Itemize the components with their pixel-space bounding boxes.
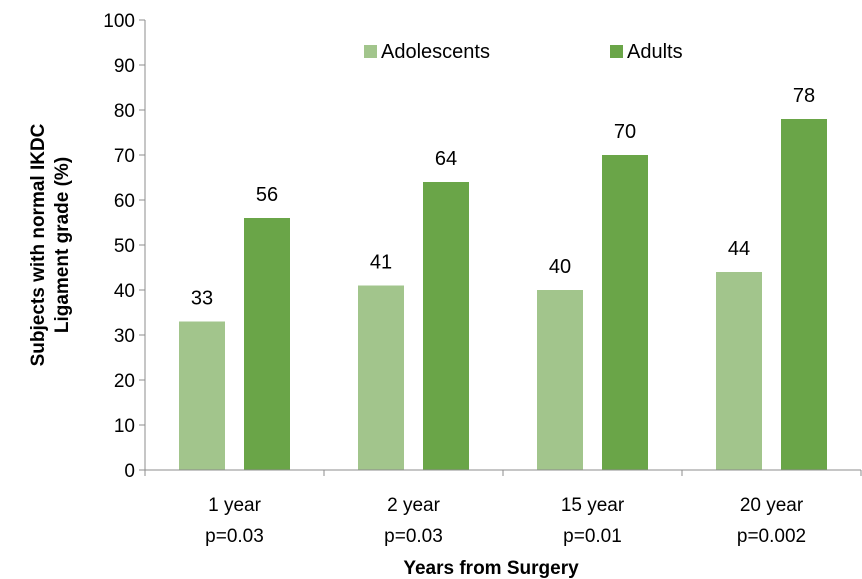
- bar-adults: [423, 182, 469, 470]
- data-label: 33: [191, 288, 213, 310]
- legend-swatch-adolescents: [364, 45, 377, 58]
- x-tick-label: 20 year: [740, 495, 804, 516]
- x-tick-label: 2 year: [387, 495, 440, 516]
- data-label: 64: [435, 148, 457, 170]
- legend: Adolescents Adults: [364, 41, 683, 63]
- x-axis-title: Years from Surgery: [403, 558, 579, 579]
- legend-label: Adolescents: [381, 41, 490, 63]
- x-tick-sublabel: p=0.01: [563, 526, 622, 547]
- x-tick-sublabel: p=0.002: [737, 526, 806, 547]
- y-tick-label: 70: [114, 146, 135, 167]
- legend-swatch-adults: [610, 45, 623, 58]
- bar-adults: [602, 155, 648, 470]
- y-tick-label: 20: [114, 371, 135, 392]
- y-tick-label: 60: [114, 191, 135, 212]
- y-tick-label: 80: [114, 101, 135, 122]
- y-tick-label: 10: [114, 416, 135, 437]
- y-tick-label: 100: [103, 11, 135, 32]
- y-tick-label: 90: [114, 56, 135, 77]
- bar-adults: [781, 119, 827, 470]
- y-tick-label: 30: [114, 326, 135, 347]
- y-axis-title-line-2: Ligament grade (%): [52, 157, 73, 333]
- x-tick-sublabel: p=0.03: [205, 526, 264, 547]
- data-label: 70: [614, 121, 636, 143]
- axes: [144, 20, 861, 471]
- data-label: 78: [793, 85, 815, 107]
- y-tick-label: 40: [114, 281, 135, 302]
- data-label: 56: [256, 184, 278, 206]
- data-label: 40: [549, 256, 571, 278]
- y-axis-title-line-1: Subjects with normal IKDC: [28, 123, 49, 366]
- y-axis-ticks: 0 10 20 30 40 50 60 70 80 90 100: [103, 11, 145, 482]
- data-label: 44: [728, 238, 750, 260]
- bar-adults: [244, 218, 290, 470]
- data-label: 41: [370, 252, 392, 274]
- y-tick-label: 50: [114, 236, 135, 257]
- legend-label: Adults: [627, 41, 683, 63]
- bar-adolescents: [716, 272, 762, 470]
- x-tick-sublabel: p=0.03: [384, 526, 443, 547]
- y-axis-title: Subjects with normal IKDC Ligament grade…: [28, 123, 73, 366]
- bar-adolescents: [358, 285, 404, 470]
- y-tick-label: 0: [124, 461, 135, 482]
- x-tick-label: 15 year: [561, 495, 625, 516]
- data-labels: 33 56 41 64 40 70 44 78: [191, 85, 815, 310]
- x-tick-label: 1 year: [208, 495, 261, 516]
- x-axis-ticks: 1 year p=0.03 2 year p=0.03 15 year p=0.01 20 …: [144, 470, 862, 547]
- bar-adolescents: [179, 321, 225, 470]
- bars: [179, 119, 827, 470]
- bar-adolescents: [537, 290, 583, 470]
